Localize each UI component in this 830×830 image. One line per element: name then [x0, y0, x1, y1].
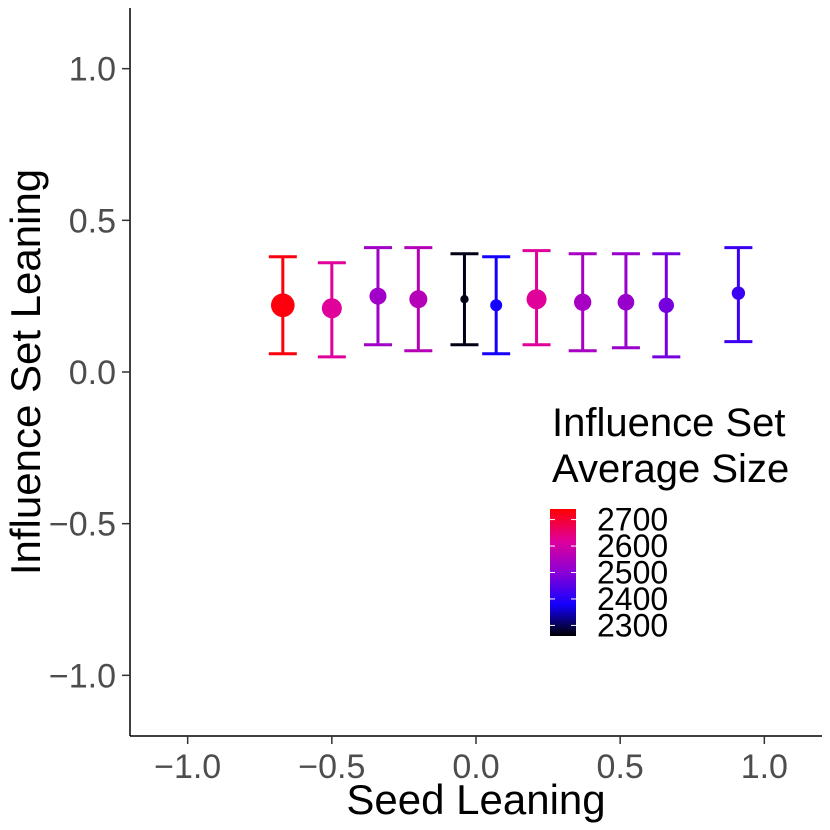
x-tick-label: 1.0	[741, 748, 788, 786]
data-point-group	[317, 261, 346, 359]
data-point	[617, 293, 635, 311]
legend-break-label: 2300	[597, 607, 668, 643]
x-tick-label: 0.0	[452, 748, 499, 786]
legend-title-line1: Influence Set	[552, 401, 786, 445]
y-tick-label: −0.5	[49, 506, 116, 544]
data-point	[574, 293, 592, 311]
legend-break-label: 2400	[597, 581, 668, 617]
data-point-group	[363, 246, 392, 347]
x-tick-label: −0.5	[298, 748, 365, 786]
legend-break-label: 2500	[597, 555, 668, 591]
data-point	[270, 293, 295, 318]
legend-title-line2: Average Size	[552, 447, 789, 491]
data-point	[658, 297, 674, 313]
data-point	[731, 286, 746, 300]
data-point	[460, 295, 469, 304]
x-tick-label: −1.0	[154, 748, 221, 786]
data-point-group	[450, 252, 479, 347]
legend-break-label: 2700	[597, 502, 668, 538]
legend: Influence Set Average Size 2700260025002…	[550, 401, 789, 643]
y-ticks: 1.0 0.5 0.0 −0.5 −1.0	[49, 51, 130, 695]
data-point	[321, 298, 342, 319]
y-tick-label: 0.5	[69, 202, 116, 240]
x-tick-label: 0.5	[597, 748, 644, 786]
data-point-group	[404, 246, 433, 353]
data-point	[490, 299, 503, 312]
data-point-group	[482, 255, 511, 356]
error-bar-series	[268, 246, 753, 359]
x-axis-title: Seed Leaning	[346, 776, 605, 823]
data-point	[526, 289, 547, 310]
data-point-group	[652, 252, 681, 359]
data-point-group	[268, 255, 297, 356]
y-axis-title: Influence Set Leaning	[2, 169, 49, 575]
x-ticks: −1.0 −0.5 0.0 0.5 1.0	[154, 736, 788, 786]
data-point	[369, 287, 387, 305]
data-point	[409, 290, 428, 309]
y-tick-label: −1.0	[49, 657, 116, 695]
legend-break-label: 2600	[597, 528, 668, 564]
data-point-group	[724, 246, 753, 344]
data-point-group	[568, 252, 597, 353]
y-tick-label: 1.0	[69, 51, 116, 89]
data-point-group	[611, 252, 640, 350]
y-tick-label: 0.0	[69, 354, 116, 392]
data-point-group	[522, 249, 551, 347]
